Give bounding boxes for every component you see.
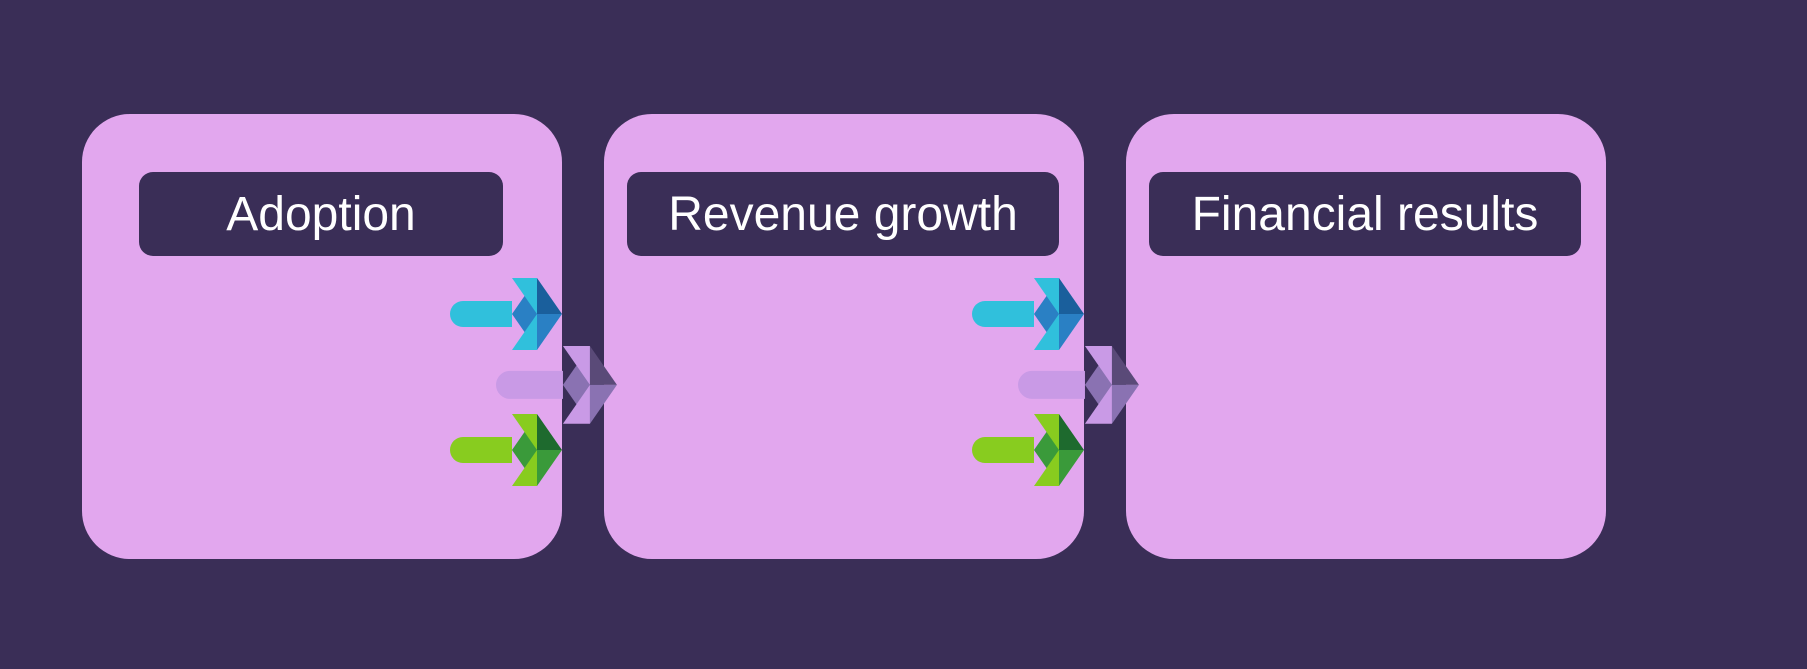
flow-label-text: Adoption [226, 187, 416, 242]
flow-label-0: Adoption [139, 172, 503, 256]
arrow-cluster-0 [450, 278, 640, 508]
flow-label-text: Financial results [1192, 187, 1539, 242]
arrow-icon [972, 414, 1084, 491]
arrow-icon [450, 278, 562, 355]
arrow-cluster-1 [972, 278, 1162, 508]
diagram-stage: Adoption Revenue growth Financial results [0, 0, 1807, 669]
flow-label-2: Financial results [1149, 172, 1581, 256]
arrow-icon [450, 414, 562, 491]
flow-label-text: Revenue growth [668, 187, 1018, 242]
arrow-icon [972, 278, 1084, 355]
flow-label-1: Revenue growth [627, 172, 1059, 256]
